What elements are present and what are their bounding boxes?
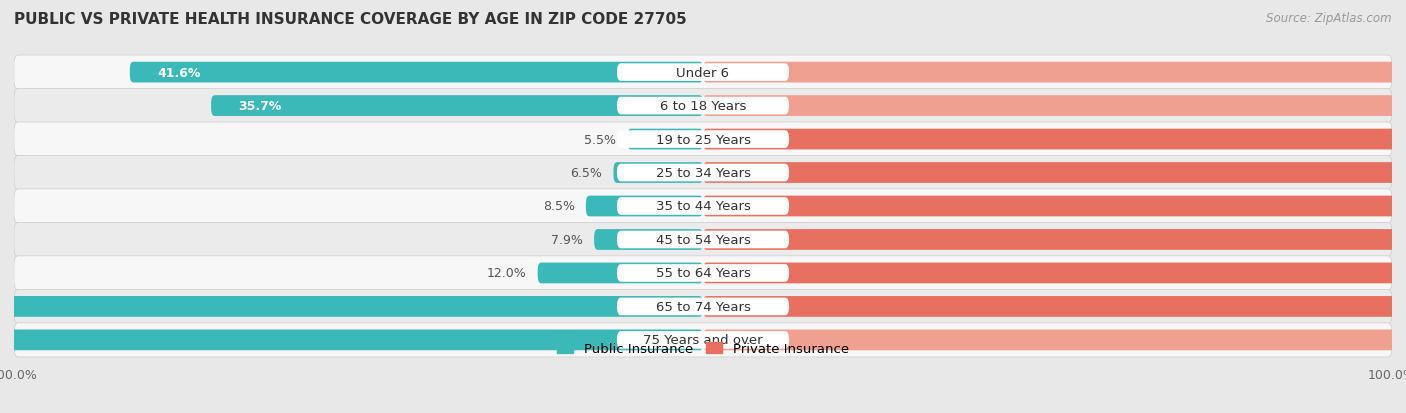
FancyBboxPatch shape xyxy=(211,96,703,117)
Text: 7.9%: 7.9% xyxy=(551,233,583,247)
FancyBboxPatch shape xyxy=(617,298,789,316)
Text: 45 to 54 Years: 45 to 54 Years xyxy=(655,233,751,247)
FancyBboxPatch shape xyxy=(617,198,789,215)
FancyBboxPatch shape xyxy=(703,330,1406,350)
FancyBboxPatch shape xyxy=(14,190,1392,223)
FancyBboxPatch shape xyxy=(129,63,703,83)
FancyBboxPatch shape xyxy=(617,64,789,82)
FancyBboxPatch shape xyxy=(703,96,1406,117)
FancyBboxPatch shape xyxy=(703,129,1406,150)
Text: 25 to 34 Years: 25 to 34 Years xyxy=(655,166,751,180)
Text: 19 to 25 Years: 19 to 25 Years xyxy=(655,133,751,146)
FancyBboxPatch shape xyxy=(0,296,703,317)
FancyBboxPatch shape xyxy=(14,156,1392,190)
FancyBboxPatch shape xyxy=(617,97,789,115)
FancyBboxPatch shape xyxy=(14,290,1392,324)
FancyBboxPatch shape xyxy=(617,164,789,182)
FancyBboxPatch shape xyxy=(613,163,703,183)
FancyBboxPatch shape xyxy=(617,331,789,349)
FancyBboxPatch shape xyxy=(595,230,703,250)
Text: 6 to 18 Years: 6 to 18 Years xyxy=(659,100,747,113)
Text: 6.5%: 6.5% xyxy=(571,166,602,180)
FancyBboxPatch shape xyxy=(617,131,789,149)
Text: 12.0%: 12.0% xyxy=(486,267,527,280)
FancyBboxPatch shape xyxy=(14,89,1392,123)
Text: 35.7%: 35.7% xyxy=(239,100,283,113)
Text: 8.5%: 8.5% xyxy=(543,200,575,213)
Text: 5.5%: 5.5% xyxy=(585,133,616,146)
Text: 41.6%: 41.6% xyxy=(157,66,201,79)
FancyBboxPatch shape xyxy=(586,196,703,217)
Text: PUBLIC VS PRIVATE HEALTH INSURANCE COVERAGE BY AGE IN ZIP CODE 27705: PUBLIC VS PRIVATE HEALTH INSURANCE COVER… xyxy=(14,12,686,27)
Text: 55 to 64 Years: 55 to 64 Years xyxy=(655,267,751,280)
FancyBboxPatch shape xyxy=(627,129,703,150)
FancyBboxPatch shape xyxy=(703,163,1406,183)
FancyBboxPatch shape xyxy=(703,263,1406,284)
FancyBboxPatch shape xyxy=(14,123,1392,157)
FancyBboxPatch shape xyxy=(703,230,1406,250)
FancyBboxPatch shape xyxy=(537,263,703,284)
FancyBboxPatch shape xyxy=(0,330,703,350)
FancyBboxPatch shape xyxy=(14,323,1392,357)
Text: 75 Years and over: 75 Years and over xyxy=(643,334,763,347)
Text: Source: ZipAtlas.com: Source: ZipAtlas.com xyxy=(1267,12,1392,25)
FancyBboxPatch shape xyxy=(703,63,1406,83)
FancyBboxPatch shape xyxy=(14,56,1392,90)
FancyBboxPatch shape xyxy=(703,296,1406,317)
FancyBboxPatch shape xyxy=(617,264,789,282)
FancyBboxPatch shape xyxy=(617,231,789,249)
Text: Under 6: Under 6 xyxy=(676,66,730,79)
Legend: Public Insurance, Private Insurance: Public Insurance, Private Insurance xyxy=(553,337,853,360)
Text: 65 to 74 Years: 65 to 74 Years xyxy=(655,300,751,313)
FancyBboxPatch shape xyxy=(14,223,1392,257)
FancyBboxPatch shape xyxy=(703,196,1406,217)
Text: 35 to 44 Years: 35 to 44 Years xyxy=(655,200,751,213)
FancyBboxPatch shape xyxy=(14,256,1392,290)
